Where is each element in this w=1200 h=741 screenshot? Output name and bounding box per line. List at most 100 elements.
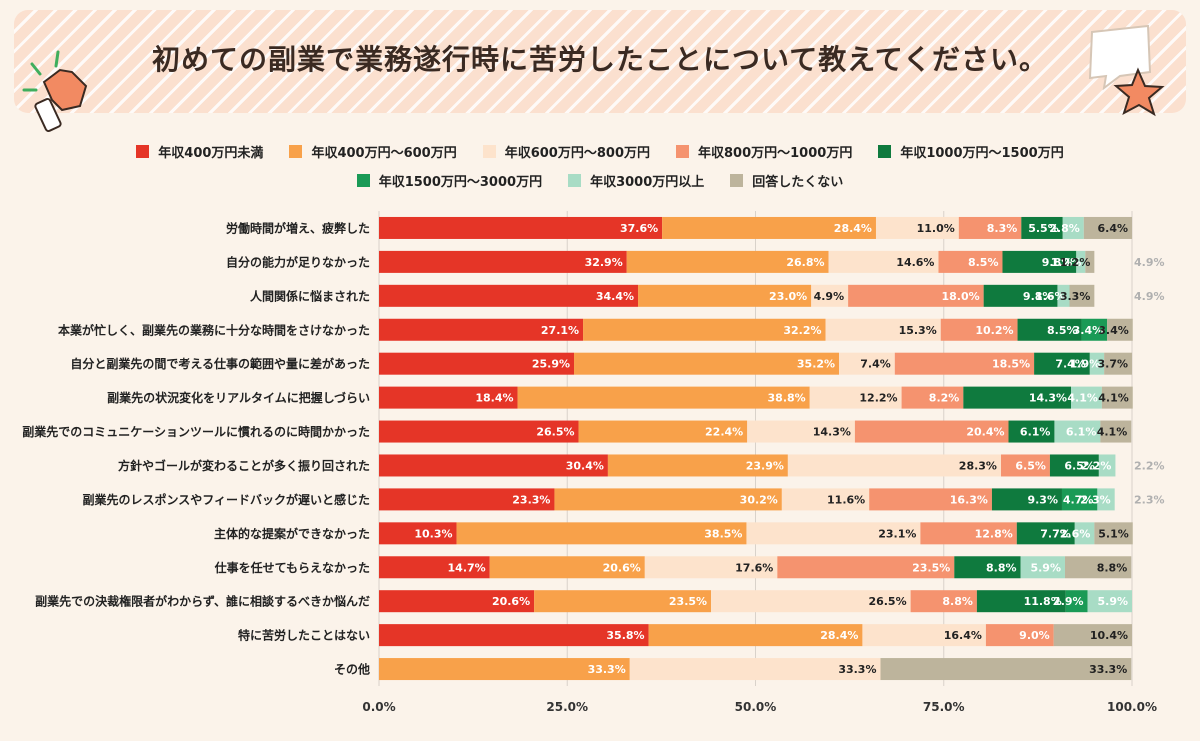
data-label: 8.5% [1047, 324, 1078, 337]
bar-segment [578, 420, 748, 443]
bar-segment [1107, 318, 1133, 341]
legend-swatch [568, 174, 582, 187]
data-label: 28.4% [834, 222, 872, 235]
bar-segment [1097, 488, 1115, 511]
bar-segment [976, 590, 1066, 613]
bar-segment [534, 590, 712, 613]
data-label: 6.1% [1066, 426, 1097, 439]
data-label: 23.1% [878, 527, 916, 540]
bar-segment [880, 658, 1132, 681]
data-label: 33.3% [1089, 663, 1127, 676]
category-label: 主体的な提案ができなかった [214, 526, 370, 541]
data-label: 2.9% [1053, 595, 1084, 608]
data-label: 23.9% [746, 459, 784, 472]
bar-segment [940, 318, 1018, 341]
data-label: 14.3% [1029, 392, 1067, 405]
bar-segment [379, 318, 584, 341]
bar-segment [607, 454, 788, 477]
bar-segment [379, 216, 663, 239]
data-label: 6.1% [1020, 426, 1051, 439]
legend-item: 回答したくない [730, 171, 843, 190]
bar-segment [1017, 318, 1082, 341]
data-label: 10.3% [414, 527, 452, 540]
bar-segment [629, 658, 881, 681]
legend-swatch [676, 145, 689, 158]
data-label: 6.5% [1015, 459, 1046, 472]
bar-segment [379, 658, 630, 681]
data-label: 18.4% [475, 392, 513, 405]
legend-label: 回答したくない [752, 175, 844, 190]
bar-segment [1034, 352, 1090, 375]
data-label: 8.8% [986, 561, 1017, 574]
legend-label: 年収600万円～800万円 [504, 146, 650, 161]
data-label: 33.3% [588, 663, 626, 676]
overflow-data-label: 4.9% [1134, 290, 1165, 303]
bar-segment [648, 624, 863, 647]
bar-segment [1101, 386, 1133, 409]
category-label: 副業先のレスポンスやフィードバックが遅いと感じた [82, 492, 370, 507]
bar-segment [787, 454, 1001, 477]
bar-segment [747, 420, 855, 443]
bar-segment [1002, 250, 1077, 273]
legend-item: 年収400万円未満 [136, 142, 263, 161]
data-label: 8.8% [942, 595, 973, 608]
data-label: 38.5% [704, 527, 742, 540]
bar-segment [554, 488, 782, 511]
bar-segment [1065, 590, 1088, 613]
data-label: 16.4% [944, 629, 982, 642]
data-label: 20.6% [603, 561, 641, 574]
data-label: 6.5% [1064, 459, 1095, 472]
data-label: 3.3% [1060, 290, 1091, 303]
data-label: 3.4% [1098, 324, 1129, 337]
x-tick-label: 0.0% [362, 700, 395, 714]
legend-label: 年収400万円未満 [158, 146, 264, 161]
legend-label: 年収800万円～1000万円 [698, 146, 853, 161]
data-label: 4.9% [814, 290, 845, 303]
bar-segment [1104, 352, 1132, 375]
bar-segment [1069, 284, 1095, 307]
data-label: 5.9% [1030, 561, 1061, 574]
data-label: 26.5% [536, 426, 574, 439]
data-label: 26.5% [868, 595, 906, 608]
bar-segment [1087, 590, 1132, 613]
data-label: 35.8% [606, 629, 644, 642]
data-label: 23.5% [912, 561, 950, 574]
data-label: 28.4% [820, 629, 858, 642]
category-label: 自分と副業先の間で考える仕事の範囲や量に差があった [70, 356, 370, 371]
bar-segment [1054, 420, 1101, 443]
data-label: 5.9% [1097, 595, 1128, 608]
legend-swatch [878, 145, 892, 158]
bar-segment [910, 590, 977, 613]
bar-segment [1089, 352, 1105, 375]
title-banner [14, 10, 1186, 113]
category-label: 仕事を任せてもらえなかった [214, 560, 370, 575]
data-label: 9.0% [1019, 629, 1050, 642]
legend-swatch [482, 145, 496, 158]
category-label: 特に苦労したことはない [238, 628, 370, 643]
legend-swatch [730, 174, 744, 187]
bar-segment [825, 318, 941, 341]
data-label: 11.8% [1024, 595, 1062, 608]
legend: 年収400万円未満 年収400万円～600万円 年収600万円～800万円 年収… [60, 142, 1140, 200]
bar-segment [489, 556, 645, 579]
bar-segment [1100, 420, 1132, 443]
bar-segment [1074, 522, 1095, 545]
data-label: 15.3% [899, 324, 937, 337]
bar-segment [379, 284, 639, 307]
data-label: 5.1% [1098, 527, 1129, 540]
data-label: 4.1% [1067, 392, 1098, 405]
data-label: 10.2% [975, 324, 1013, 337]
category-label: 人間関係に悩まされた [250, 288, 370, 303]
bar-segment [1016, 522, 1075, 545]
bar-segment [920, 522, 1017, 545]
bar-segment [1049, 454, 1099, 477]
data-label: 37.6% [620, 222, 658, 235]
data-label: 32.9% [585, 256, 623, 269]
data-label: 8.3% [987, 222, 1018, 235]
data-label: 5.5% [1028, 222, 1059, 235]
bar-segment [811, 284, 849, 307]
bar-segment [379, 454, 608, 477]
data-label: 8.2% [929, 392, 960, 405]
bar-segment [379, 420, 579, 443]
bar-segment [958, 216, 1022, 239]
